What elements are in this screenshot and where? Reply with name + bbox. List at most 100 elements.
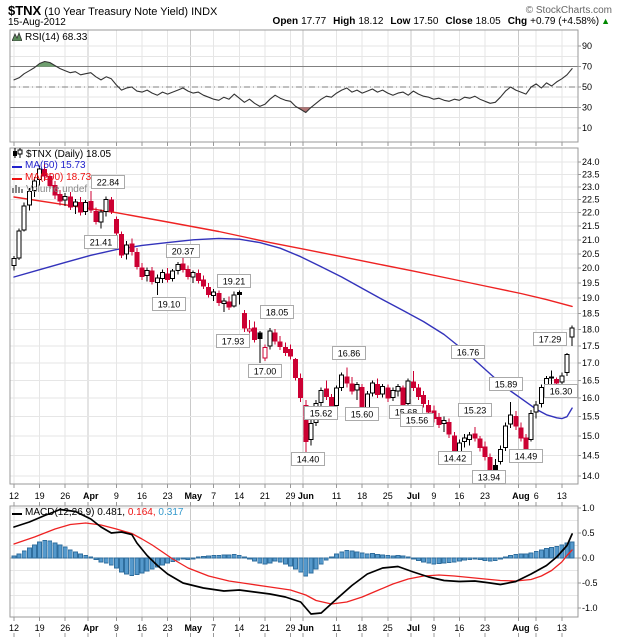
svg-text:15.68: 15.68 (395, 408, 418, 418)
svg-text:21.41: 21.41 (90, 238, 113, 248)
svg-text:11: 11 (332, 491, 341, 501)
svg-text:13: 13 (557, 491, 567, 501)
svg-text:18.0: 18.0 (582, 325, 600, 335)
svg-text:0.0: 0.0 (582, 553, 595, 563)
stockcharts-credit: © StockCharts.com (525, 5, 612, 16)
svg-text:9: 9 (431, 623, 436, 633)
svg-text:50: 50 (582, 82, 592, 92)
macd-line-icon (12, 508, 22, 520)
svg-text:15.62: 15.62 (310, 409, 333, 419)
svg-text:Aug: Aug (512, 491, 530, 501)
macd-histogram (11, 540, 575, 577)
svg-text:14: 14 (234, 623, 244, 633)
svg-text:15.23: 15.23 (464, 406, 487, 416)
macd-legend-hist: 0.317 (155, 507, 184, 518)
svg-text:29: 29 (285, 623, 295, 633)
svg-text:16.5: 16.5 (582, 375, 600, 385)
svg-text:15.89: 15.89 (495, 380, 518, 390)
macd-line (13, 508, 573, 615)
svg-text:15.56: 15.56 (406, 416, 429, 426)
svg-text:19.0: 19.0 (582, 293, 600, 303)
svg-text:9: 9 (431, 491, 436, 501)
quote-row: Open 17.77 High 18.12 Low 17.50 Close 18.05 Chg +… (273, 16, 610, 27)
legend-volume-row: Volume undef (12, 184, 111, 196)
svg-text:19.5: 19.5 (582, 278, 600, 288)
svg-text:21: 21 (260, 491, 270, 501)
svg-text:14: 14 (234, 491, 244, 501)
svg-text:18: 18 (357, 491, 367, 501)
svg-text:15.5: 15.5 (582, 412, 600, 422)
chg-up-icon: ▲ (601, 16, 610, 26)
close-value: 18.05 (475, 16, 501, 27)
svg-text:17.5: 17.5 (582, 341, 600, 351)
svg-text:17.00: 17.00 (254, 367, 277, 377)
quote-date: 15-Aug-2012 (8, 17, 66, 28)
svg-text:20.37: 20.37 (172, 247, 195, 257)
svg-text:17.29: 17.29 (539, 335, 562, 345)
svg-text:9: 9 (114, 623, 119, 633)
svg-text:16: 16 (454, 623, 464, 633)
legend-volume-label: Volume undef (26, 184, 88, 195)
svg-text:23: 23 (480, 491, 490, 501)
svg-text:30: 30 (582, 102, 592, 112)
svg-text:18: 18 (357, 623, 367, 633)
svg-text:16: 16 (454, 491, 464, 501)
svg-text:16.0: 16.0 (582, 393, 600, 403)
rsi-level-lines (10, 66, 578, 108)
legend-symbol-label: $TNX (Daily) 18.05 (26, 149, 112, 160)
svg-text:19.21: 19.21 (223, 277, 246, 287)
close-label: Close (445, 16, 473, 27)
svg-text:70: 70 (582, 62, 592, 72)
legend-ma200-row: MA(200) 18.73 (12, 172, 111, 184)
svg-text:18.5: 18.5 (582, 309, 600, 319)
svg-text:10: 10 (582, 123, 592, 133)
svg-text:25: 25 (383, 491, 393, 501)
svg-text:29: 29 (285, 491, 295, 501)
svg-text:13: 13 (557, 623, 567, 633)
svg-text:Apr: Apr (83, 623, 99, 633)
svg-text:7: 7 (211, 623, 216, 633)
rsi-legend: RSI(14) 68.33 (11, 31, 87, 45)
svg-text:21: 21 (260, 623, 270, 633)
open-value: 17.77 (301, 16, 327, 27)
svg-text:-1.0: -1.0 (582, 603, 598, 613)
candles (11, 163, 575, 479)
high-value: 18.12 (358, 16, 384, 27)
macd-signal-line (13, 522, 573, 605)
low-label: Low (390, 16, 411, 27)
svg-text:20.5: 20.5 (582, 249, 600, 259)
legend-ma200-label: MA(200) 18.73 (25, 172, 92, 183)
ma200-line (13, 196, 573, 308)
svg-text:11: 11 (332, 623, 341, 633)
svg-text:16.30: 16.30 (550, 387, 573, 397)
svg-text:12: 12 (9, 491, 19, 501)
svg-text:Jun: Jun (298, 491, 314, 501)
svg-text:14.40: 14.40 (297, 455, 320, 465)
svg-text:May: May (184, 623, 202, 633)
svg-text:-0.5: -0.5 (582, 578, 598, 588)
svg-text:17.93: 17.93 (222, 337, 245, 347)
axis-ticks (13, 45, 581, 637)
svg-text:6: 6 (534, 491, 539, 501)
svg-text:90: 90 (582, 41, 592, 51)
svg-text:Jul: Jul (407, 623, 420, 633)
legend-ma50-row: MA(50) 15.73 (12, 160, 111, 172)
svg-text:Jul: Jul (407, 491, 420, 501)
svg-text:7: 7 (211, 491, 216, 501)
svg-text:23.0: 23.0 (582, 182, 600, 192)
svg-text:20.0: 20.0 (582, 263, 600, 273)
ma50-line (13, 237, 573, 420)
vertical-gridlines (13, 30, 563, 617)
symbol: $TNX (8, 3, 42, 18)
svg-text:25: 25 (383, 623, 393, 633)
svg-text:21.5: 21.5 (582, 221, 600, 231)
ma200-line-icon (12, 173, 22, 185)
legend-symbol-row: $TNX (Daily) 18.05 (12, 148, 111, 160)
high-label: High (333, 16, 356, 27)
main-legend: $TNX (Daily) 18.05 MA(50) 15.73 MA(200) … (12, 148, 111, 196)
svg-text:26: 26 (60, 623, 70, 633)
low-value: 17.50 (413, 16, 439, 27)
svg-text:Jun: Jun (298, 623, 314, 633)
svg-text:17.0: 17.0 (582, 358, 600, 368)
